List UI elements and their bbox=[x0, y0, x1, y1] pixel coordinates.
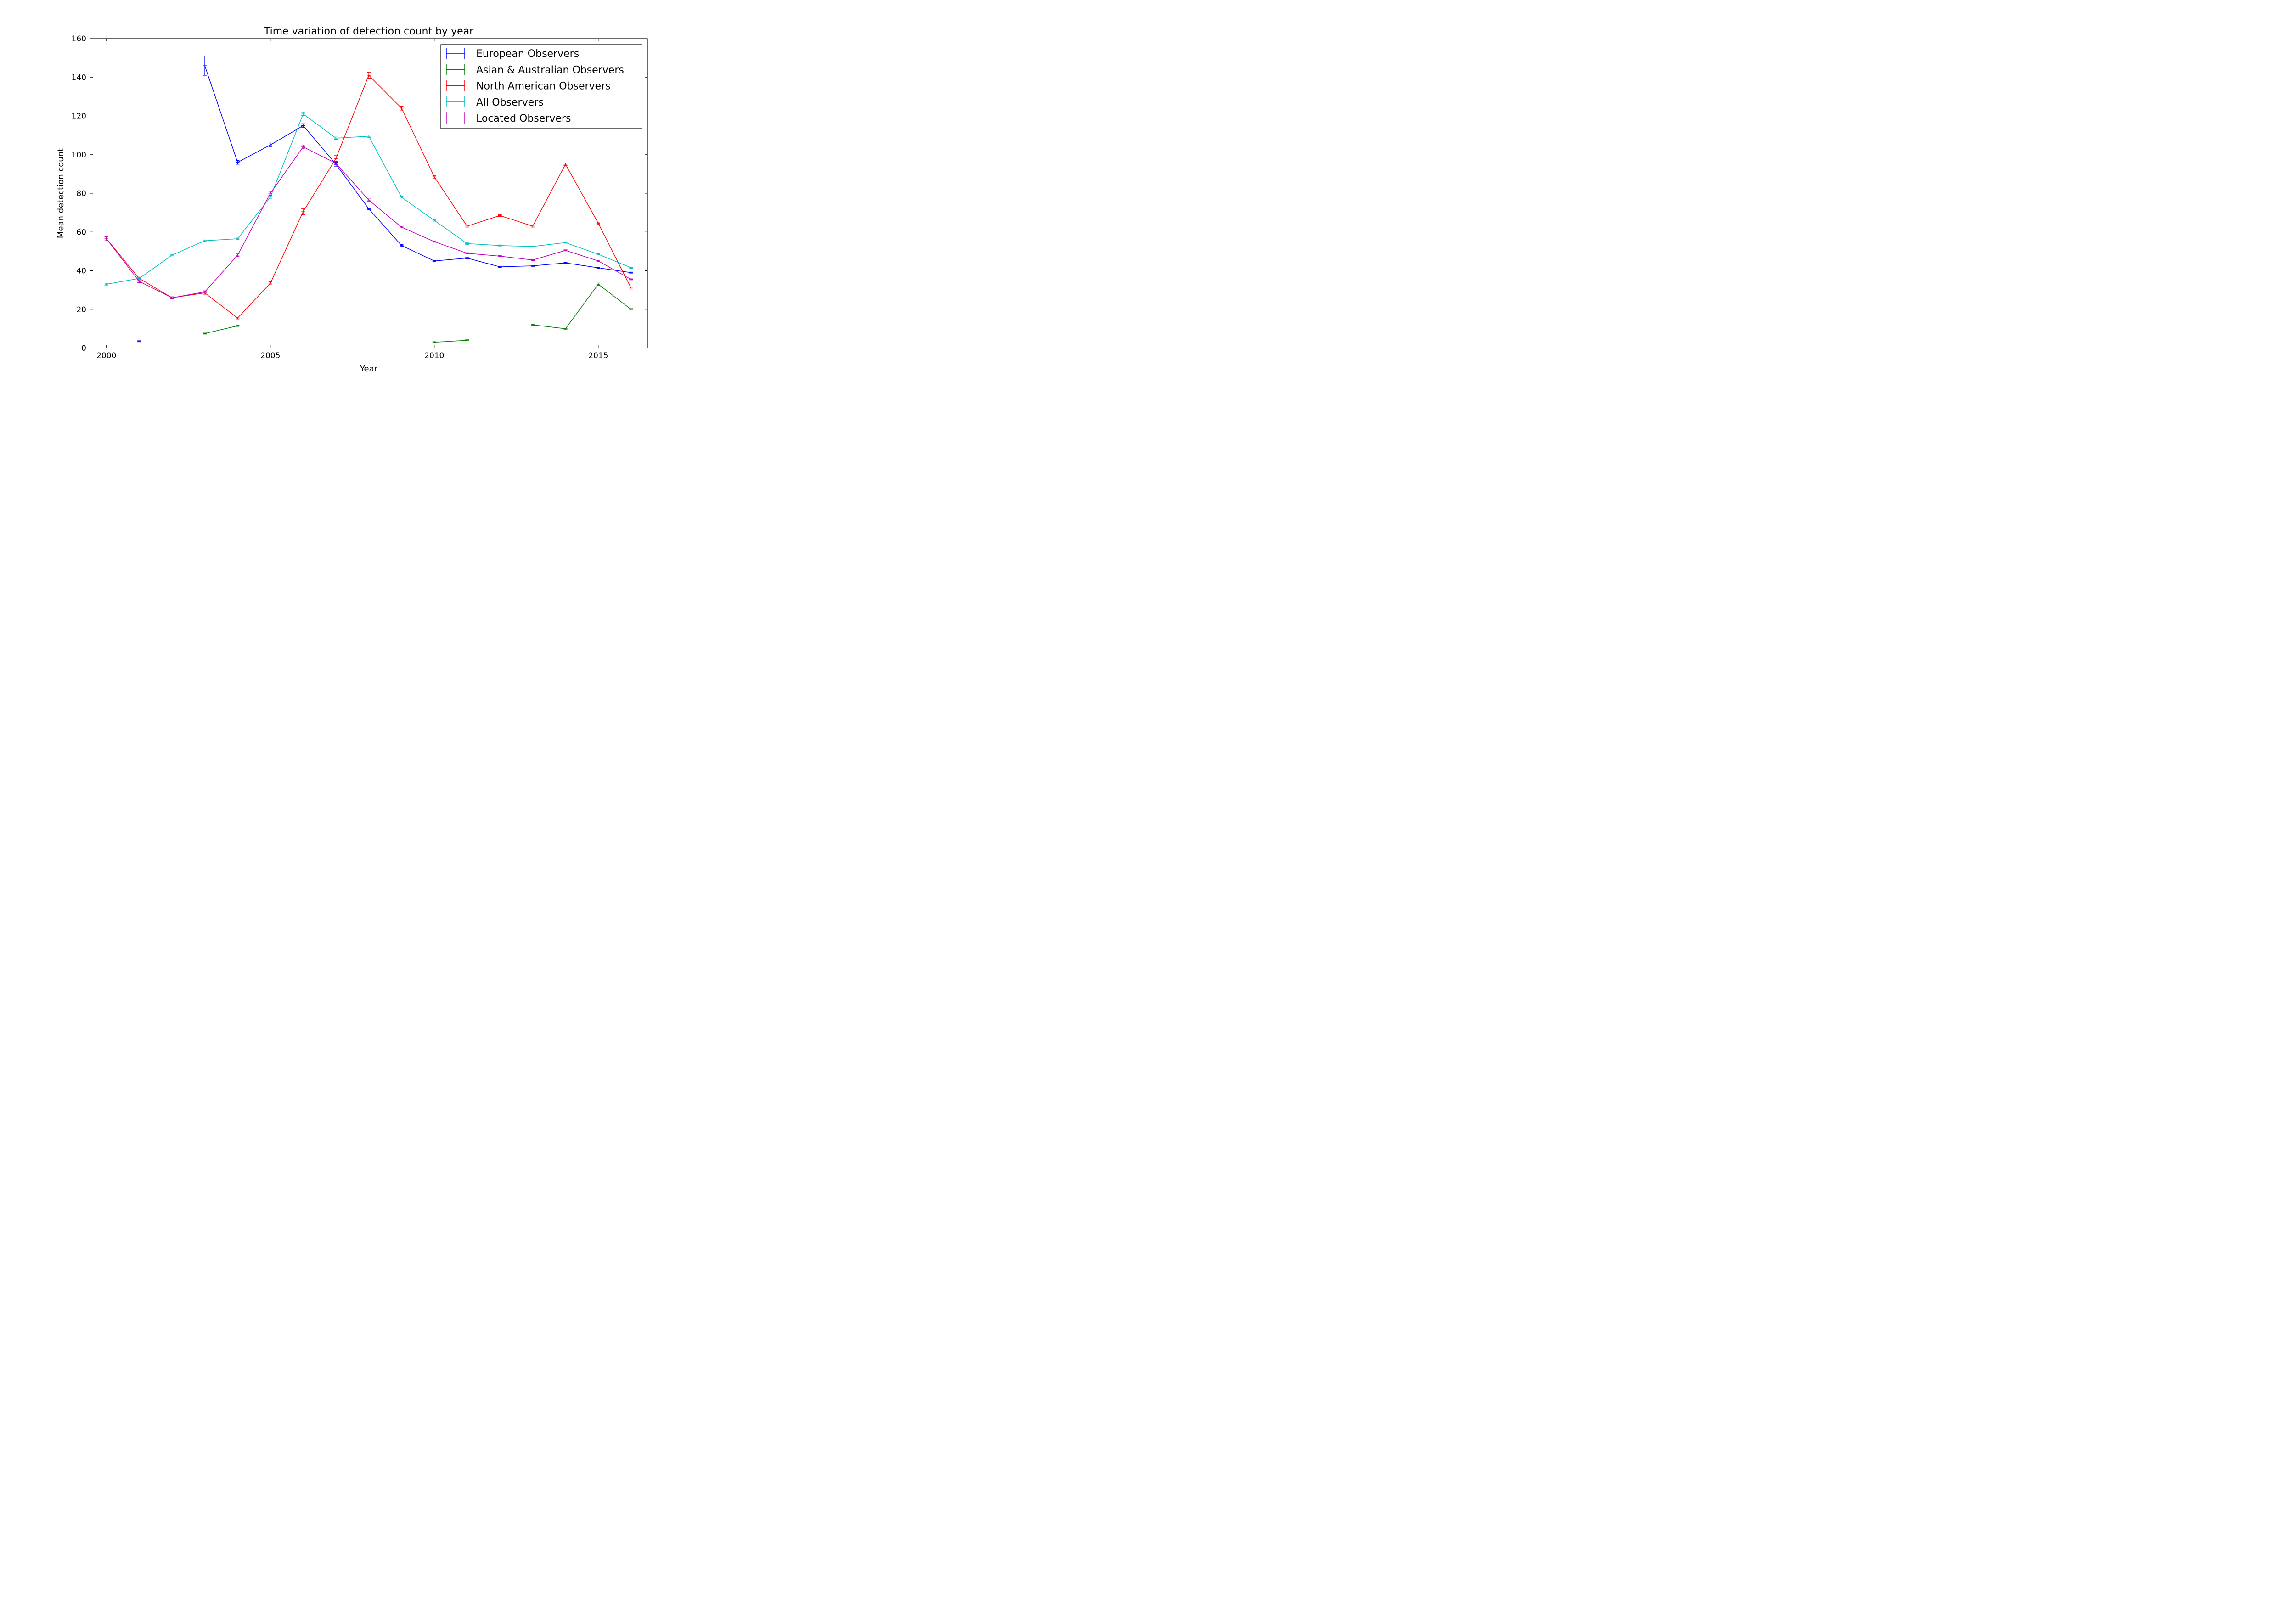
series-1 bbox=[203, 282, 633, 343]
legend-entry-label: North American Observers bbox=[476, 81, 611, 92]
axis-ticks-group: 2000 2005 2010 2015 0 20 40 60 80 100 120 140 160 bbox=[72, 34, 647, 360]
series-4 bbox=[104, 145, 633, 299]
legend-entry-label: All Observers bbox=[476, 97, 544, 108]
y-tick-label: 120 bbox=[72, 112, 86, 121]
series-0 bbox=[137, 56, 633, 343]
legend: European Observers Asian & Australian Obs… bbox=[440, 44, 642, 129]
y-tick-label: 80 bbox=[76, 189, 86, 198]
x-tick-label: 2000 bbox=[96, 351, 116, 360]
series-line bbox=[204, 325, 238, 334]
series-line bbox=[533, 283, 631, 329]
y-tick-label: 60 bbox=[76, 228, 86, 237]
y-tick-label: 40 bbox=[76, 267, 86, 276]
y-tick-label: 140 bbox=[72, 73, 86, 82]
legend-entry-label: European Observers bbox=[476, 48, 579, 60]
y-tick-label: 100 bbox=[72, 151, 86, 160]
series-3 bbox=[104, 112, 633, 286]
legend-box bbox=[440, 44, 642, 129]
y-tick-label: 20 bbox=[76, 305, 86, 315]
y-tick-label: 0 bbox=[81, 344, 86, 353]
chart-canvas: Time variation of detection count by yea… bbox=[0, 0, 709, 382]
chart-title: Time variation of detection count by yea… bbox=[264, 26, 474, 37]
x-tick-label: 2005 bbox=[260, 351, 280, 360]
y-tick-label: 160 bbox=[72, 34, 86, 44]
legend-entry-label: Asian & Australian Observers bbox=[476, 64, 624, 76]
series-line bbox=[434, 340, 467, 343]
x-axis-label: Year bbox=[360, 364, 378, 374]
plot-series-group bbox=[104, 56, 633, 343]
x-tick-label: 2015 bbox=[588, 351, 608, 360]
x-tick-label: 2010 bbox=[424, 351, 444, 360]
legend-entry-label: Located Observers bbox=[476, 113, 571, 124]
y-axis-label: Mean detection count bbox=[56, 148, 66, 238]
series-line bbox=[204, 65, 631, 273]
